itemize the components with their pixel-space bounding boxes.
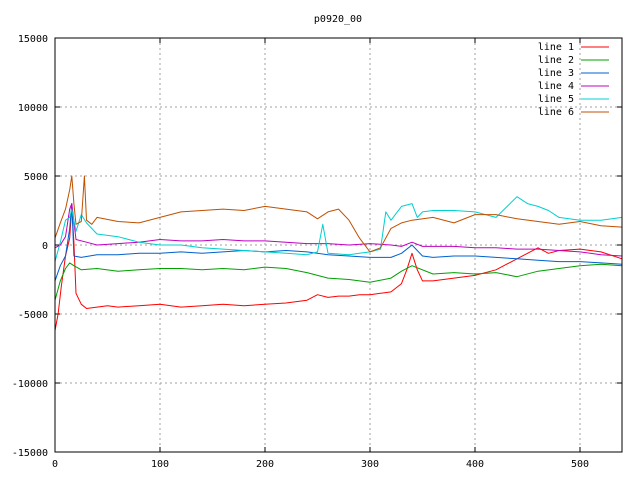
legend-label: line 6 <box>538 107 574 118</box>
x-tick-label: 300 <box>361 459 379 470</box>
legend-label: line 3 <box>538 68 574 79</box>
x-tick-label: 100 <box>151 459 169 470</box>
series-layer <box>54 175 623 331</box>
x-tick-label: 500 <box>571 459 589 470</box>
series-line-1 <box>54 205 623 331</box>
y-tick-label: -15000 <box>12 448 48 459</box>
legend: line 1 line 2 line 3 line 4 line 5 line 6 <box>538 42 609 118</box>
legend-label: line 5 <box>538 94 574 105</box>
y-tick-label: -5000 <box>18 310 48 321</box>
y-tick-label: -10000 <box>12 379 48 390</box>
series-line-5 <box>54 196 623 262</box>
x-tick-label: 0 <box>52 459 58 470</box>
x-tick-label: 400 <box>466 459 484 470</box>
series-line-4 <box>54 203 623 257</box>
y-tick-label: 5000 <box>24 172 48 183</box>
legend-label: line 1 <box>538 42 574 53</box>
series-line-6 <box>54 175 623 253</box>
legend-label: line 2 <box>538 55 574 66</box>
y-tick-label: 0 <box>42 241 48 252</box>
axis-layer: 0 100 200 300 400 500 -15000 -10000 -5000 0 5000 10… <box>12 34 622 470</box>
y-tick-label: 15000 <box>18 34 48 45</box>
series-line-3 <box>54 203 623 282</box>
plot-border <box>54 37 623 453</box>
chart-title: p0920_00 <box>314 14 362 25</box>
legend-label: line 4 <box>538 81 574 92</box>
series-line-2 <box>54 262 623 301</box>
x-tick-label: 200 <box>256 459 274 470</box>
y-tick-label: 10000 <box>18 103 48 114</box>
